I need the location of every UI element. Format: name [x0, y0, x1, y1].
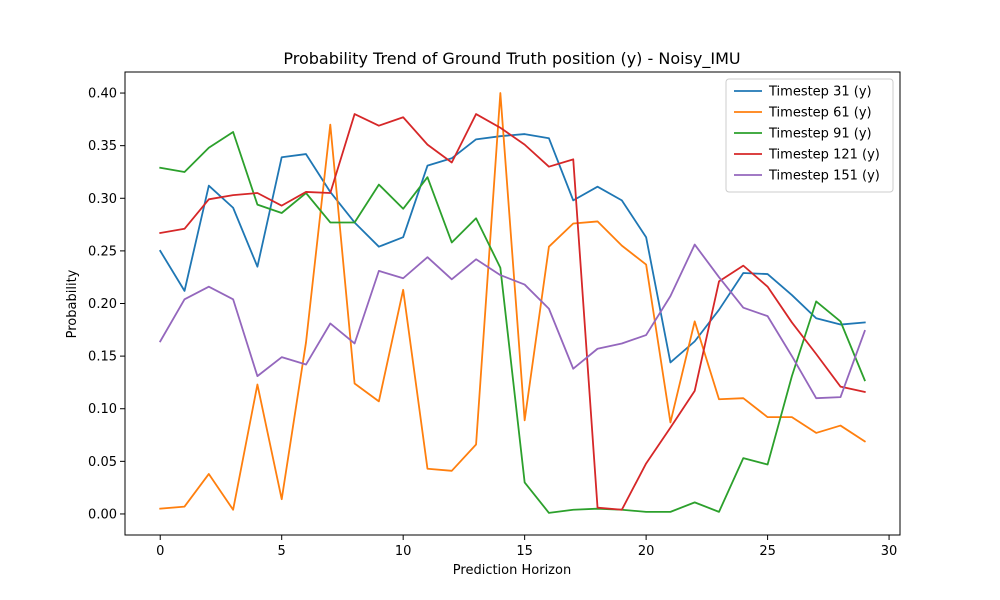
series-line-3: [159, 131, 866, 514]
x-tick-label: 10: [395, 544, 412, 559]
legend-entry: Timestep 61 (y): [768, 106, 872, 121]
y-tick-label: 0.40: [88, 87, 117, 102]
x-tick-label: 0: [156, 544, 164, 559]
y-tick-label: 0.25: [88, 244, 117, 259]
x-tick-label: 15: [516, 544, 533, 559]
y-tick-label: 0.30: [88, 192, 117, 207]
x-axis: 0 5 10 15 20 25 30: [156, 535, 897, 559]
x-tick-label: 20: [638, 544, 655, 559]
x-tick-label: 30: [881, 544, 898, 559]
x-tick-label: 25: [759, 544, 776, 559]
legend-entry: Timestep 121 (y): [768, 148, 880, 163]
legend-entry: Timestep 91 (y): [768, 127, 872, 142]
y-tick-label: 0.05: [88, 455, 117, 470]
y-tick-label: 0.00: [88, 507, 117, 522]
y-tick-label: 0.20: [88, 297, 117, 312]
legend-entry: Timestep 31 (y): [768, 85, 872, 100]
y-axis-label: Probability: [65, 269, 80, 338]
y-tick-label: 0.35: [88, 139, 117, 154]
chart-title: Probability Trend of Ground Truth positi…: [283, 49, 740, 69]
y-tick-label: 0.15: [88, 350, 117, 365]
plot-area: [158, 92, 867, 514]
series-line-4: [159, 113, 866, 511]
legend-entry: Timestep 151 (y): [768, 169, 880, 184]
x-axis-label: Prediction Horizon: [453, 563, 571, 578]
y-tick-label: 0.10: [88, 402, 117, 417]
y-axis: 0.00 0.05 0.10 0.15 0.20 0.25 0.30 0.35 0.40: [88, 87, 125, 522]
legend-box: [725, 78, 894, 193]
series-line-2: [159, 92, 867, 511]
series-line-5: [159, 243, 866, 400]
legend: Timestep 31 (y) Timestep 61 (y) Timestep 9…: [725, 78, 894, 193]
x-tick-label: 5: [278, 544, 286, 559]
